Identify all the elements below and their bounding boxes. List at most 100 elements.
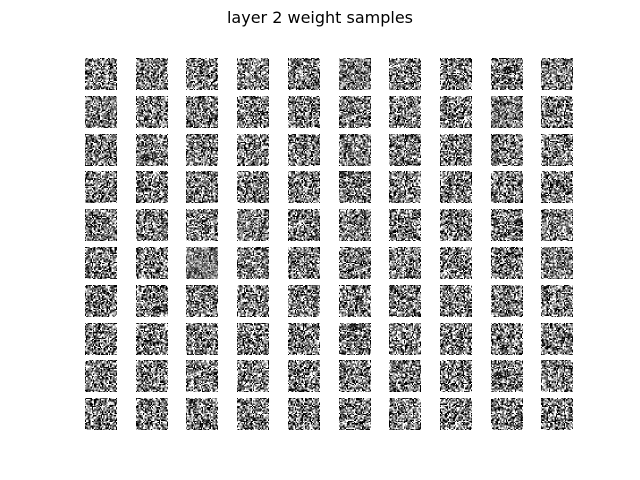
weight-tile bbox=[85, 247, 117, 279]
weight-tile bbox=[491, 398, 523, 430]
weight-tile bbox=[85, 285, 117, 317]
weight-tile bbox=[136, 96, 168, 128]
weight-tile bbox=[288, 285, 320, 317]
weight-tile bbox=[339, 360, 371, 392]
weight-tile bbox=[541, 171, 573, 203]
weight-tile bbox=[440, 58, 472, 90]
weight-tile bbox=[186, 58, 218, 90]
weight-tile bbox=[237, 171, 269, 203]
weight-tile bbox=[339, 134, 371, 166]
weight-tile bbox=[85, 96, 117, 128]
weight-tile bbox=[288, 398, 320, 430]
weight-tile bbox=[237, 247, 269, 279]
weight-tile bbox=[186, 96, 218, 128]
weight-tile bbox=[440, 134, 472, 166]
weight-tile bbox=[288, 134, 320, 166]
weight-tile bbox=[389, 360, 421, 392]
weight-tile bbox=[491, 209, 523, 241]
weight-tile bbox=[389, 171, 421, 203]
weight-tile bbox=[136, 247, 168, 279]
weight-tile bbox=[186, 134, 218, 166]
weight-tile bbox=[541, 58, 573, 90]
weight-tile bbox=[541, 96, 573, 128]
chart-title: layer 2 weight samples bbox=[226, 8, 414, 27]
weight-tile bbox=[85, 323, 117, 355]
weight-tile bbox=[389, 285, 421, 317]
weight-tile bbox=[389, 247, 421, 279]
weight-tile bbox=[186, 285, 218, 317]
weight-tile bbox=[440, 360, 472, 392]
weight-tile bbox=[136, 398, 168, 430]
weight-tile bbox=[186, 247, 218, 279]
weight-tile bbox=[288, 360, 320, 392]
weight-tile bbox=[237, 96, 269, 128]
weight-tile bbox=[85, 398, 117, 430]
weight-tile bbox=[136, 285, 168, 317]
weight-tile bbox=[288, 247, 320, 279]
weight-tile bbox=[440, 323, 472, 355]
weight-tile bbox=[389, 134, 421, 166]
weight-tile bbox=[237, 134, 269, 166]
weight-tile bbox=[440, 398, 472, 430]
weight-tile bbox=[440, 247, 472, 279]
weight-tile bbox=[288, 96, 320, 128]
weight-tile bbox=[186, 360, 218, 392]
weight-tile bbox=[440, 171, 472, 203]
weight-tile bbox=[339, 398, 371, 430]
weight-tile bbox=[237, 360, 269, 392]
weight-tile bbox=[389, 323, 421, 355]
weight-tile bbox=[491, 360, 523, 392]
weight-tile bbox=[288, 58, 320, 90]
weight-tile bbox=[541, 134, 573, 166]
weight-tile bbox=[136, 360, 168, 392]
weight-tile bbox=[237, 209, 269, 241]
weight-tile bbox=[136, 134, 168, 166]
weight-tile bbox=[389, 58, 421, 90]
weight-tile bbox=[389, 96, 421, 128]
weight-tile bbox=[491, 58, 523, 90]
weight-tile bbox=[288, 323, 320, 355]
weight-tile bbox=[237, 285, 269, 317]
weight-tile bbox=[491, 171, 523, 203]
weight-tile bbox=[541, 398, 573, 430]
weight-tile bbox=[136, 171, 168, 203]
weight-tile bbox=[389, 398, 421, 430]
weight-tile bbox=[339, 96, 371, 128]
weight-tile bbox=[440, 96, 472, 128]
weight-tile bbox=[186, 398, 218, 430]
weight-tile bbox=[136, 323, 168, 355]
weight-tile bbox=[288, 209, 320, 241]
weight-tile bbox=[237, 323, 269, 355]
weight-tile bbox=[85, 171, 117, 203]
weight-tile bbox=[440, 209, 472, 241]
weight-tile bbox=[389, 209, 421, 241]
weight-tile bbox=[491, 323, 523, 355]
weight-tile bbox=[85, 58, 117, 90]
weight-tile bbox=[85, 134, 117, 166]
weight-tile bbox=[339, 58, 371, 90]
weight-tile bbox=[237, 398, 269, 430]
weight-tile bbox=[541, 323, 573, 355]
weight-tile bbox=[288, 171, 320, 203]
weight-tile bbox=[136, 209, 168, 241]
weight-tile bbox=[85, 360, 117, 392]
weight-tile bbox=[339, 247, 371, 279]
weight-tile bbox=[339, 323, 371, 355]
weight-tile bbox=[491, 134, 523, 166]
weight-tile bbox=[339, 171, 371, 203]
weight-tile bbox=[136, 58, 168, 90]
weight-tile bbox=[491, 247, 523, 279]
weight-tile bbox=[186, 323, 218, 355]
weight-tile bbox=[541, 247, 573, 279]
weight-tile bbox=[339, 209, 371, 241]
weight-tile bbox=[440, 285, 472, 317]
weight-tile bbox=[237, 58, 269, 90]
weight-tile bbox=[85, 209, 117, 241]
weight-tile bbox=[541, 285, 573, 317]
weight-tile bbox=[339, 285, 371, 317]
weight-tile bbox=[186, 171, 218, 203]
weight-tile bbox=[186, 209, 218, 241]
weight-tile bbox=[491, 285, 523, 317]
weight-tile bbox=[541, 209, 573, 241]
